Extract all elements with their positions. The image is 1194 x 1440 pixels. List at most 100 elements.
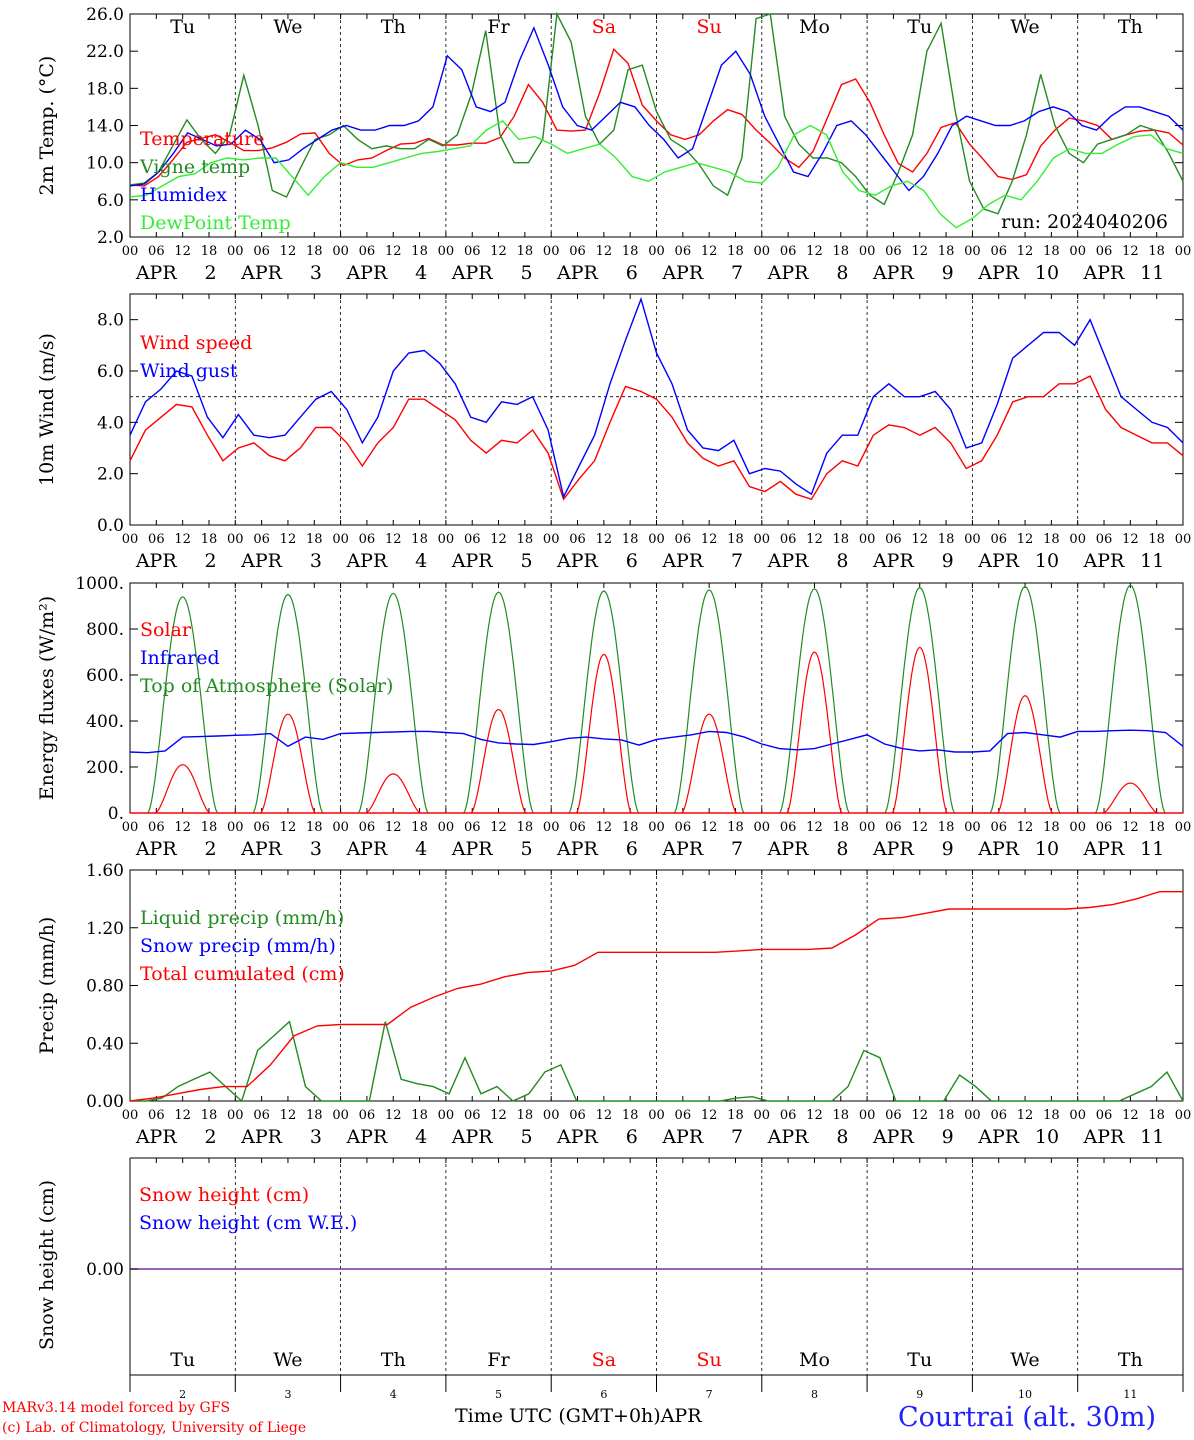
energy-y-tick-label: 600. <box>86 666 124 686</box>
temp-day-label: We <box>273 16 302 38</box>
energy-solar-curve <box>260 713 316 814</box>
x-axis-label-text: Time UTC (GMT+0h) <box>455 1405 661 1427</box>
temp-date-label: 11 <box>1140 262 1164 284</box>
energy-date-label: 6 <box>626 838 638 860</box>
energy-date-label: 2 <box>205 838 217 860</box>
copyright-credit: (c) Lab. of Climatology, University of L… <box>2 1420 307 1436</box>
snow-day-number: 6 <box>600 1388 607 1401</box>
precip-legend-entry: Liquid precip (mm/h) <box>140 907 344 929</box>
temp-date-label: 7 <box>731 262 743 284</box>
precip-date-label: 9 <box>942 1126 954 1148</box>
energy-hour-label: 06 <box>464 820 481 835</box>
temp-series-2 <box>129 26 1184 192</box>
energy-hour-label: 06 <box>569 820 586 835</box>
wind-series-1 <box>129 296 1184 499</box>
energy-month-label: APR <box>977 838 1020 860</box>
precip-hour-label: 12 <box>490 1108 507 1123</box>
temp-legend-entry: Humidex <box>140 184 227 206</box>
energy-hour-label: 00 <box>964 820 981 835</box>
temp-month-label: APR <box>135 262 178 284</box>
precip-hour-label: 06 <box>990 1108 1007 1123</box>
energy-date-label: 4 <box>415 838 427 860</box>
energy-solar-curve <box>997 695 1053 814</box>
temp-date-label: 8 <box>836 262 848 284</box>
precip-hour-label: 12 <box>1017 1108 1034 1123</box>
energy-solar-curve <box>575 653 632 814</box>
temp-hour-label: 00 <box>1175 244 1192 259</box>
snow-day-label: Fr <box>487 1349 510 1371</box>
energy-y-tick-label: 200. <box>86 758 124 778</box>
wind-hour-label: 06 <box>1096 532 1113 547</box>
wind-y-tick-label: 8.0 <box>97 311 124 331</box>
temp-hour-label: 18 <box>727 244 744 259</box>
precip-hour-label: 00 <box>964 1108 981 1123</box>
precip-hour-label: 00 <box>227 1108 244 1123</box>
energy-solar-curve <box>891 646 948 814</box>
energy-hour-label: 06 <box>675 820 692 835</box>
wind-legend-entry: Wind speed <box>140 332 252 354</box>
temp-hour-label: 18 <box>306 244 323 259</box>
temp-date-label: 4 <box>415 262 427 284</box>
precip-y-axis-label: Precip (mm/h) <box>36 917 58 1055</box>
wind-hour-label: 18 <box>727 532 744 547</box>
temp-hour-label: 00 <box>122 244 139 259</box>
energy-legend-entry: Top of Atmosphere (Solar) <box>140 675 393 697</box>
precip-y-tick-label: 0.80 <box>86 977 124 997</box>
snow-day-number: 11 <box>1123 1388 1137 1401</box>
temp-month-label: APR <box>451 262 494 284</box>
wind-hour-label: 00 <box>543 532 560 547</box>
temp-legend-entry: Temperature <box>140 128 264 150</box>
x-axis-label-month: APR <box>660 1405 702 1427</box>
precip-date-label: 11 <box>1140 1126 1164 1148</box>
temp-hour-label: 12 <box>1017 244 1034 259</box>
temp-hour-label: 12 <box>596 244 613 259</box>
temp-hour-label: 18 <box>411 244 428 259</box>
temp-hour-label: 12 <box>385 244 402 259</box>
energy-hour-label: 00 <box>332 820 349 835</box>
energy-date-label: 10 <box>1035 838 1059 860</box>
wind-hour-label: 12 <box>280 532 297 547</box>
temp-y-tick-label: 14.0 <box>86 117 124 137</box>
precip-hour-label: 18 <box>306 1108 323 1123</box>
temp-legend-entry: Vigne temp <box>139 156 250 178</box>
wind-date-label: 3 <box>310 550 322 572</box>
precip-month-label: APR <box>767 1126 810 1148</box>
snow-legend-entry: Snow height (cm W.E.) <box>139 1212 357 1234</box>
temp-hour-label: 00 <box>438 244 455 259</box>
temp-hour-label: 18 <box>833 244 850 259</box>
precip-hour-label: 00 <box>1175 1108 1192 1123</box>
wind-y-tick-label: 6.0 <box>97 362 124 382</box>
wind-month-label: APR <box>977 550 1020 572</box>
precip-hour-label: 00 <box>754 1108 771 1123</box>
energy-month-label: APR <box>1083 838 1126 860</box>
energy-toa-curve <box>989 585 1061 814</box>
wind-month-label: APR <box>345 550 388 572</box>
wind-hour-label: 00 <box>332 532 349 547</box>
temp-month-label: APR <box>345 262 388 284</box>
precip-date-label: 5 <box>520 1126 532 1148</box>
precip-hour-label: 18 <box>833 1108 850 1123</box>
precip-hour-label: 06 <box>569 1108 586 1123</box>
precip-hour-label: 00 <box>122 1108 139 1123</box>
temp-hour-label: 00 <box>754 244 771 259</box>
temp-hour-label: 18 <box>1148 244 1165 259</box>
wind-hour-label: 18 <box>411 532 428 547</box>
energy-hour-label: 06 <box>780 820 797 835</box>
precip-hour-label: 12 <box>174 1108 191 1123</box>
energy-date-label: 3 <box>310 838 322 860</box>
precip-series-0 <box>130 1020 1184 1103</box>
wind-hour-label: 12 <box>1017 532 1034 547</box>
snow-day-label: Th <box>381 1349 406 1371</box>
temp-hour-label: 00 <box>227 244 244 259</box>
temp-day-label: Fr <box>487 16 510 38</box>
temp-month-label: APR <box>977 262 1020 284</box>
energy-hour-label: 12 <box>385 820 402 835</box>
temp-hour-label: 00 <box>648 244 665 259</box>
wind-hour-label: 06 <box>780 532 797 547</box>
precip-y-tick-label: 0.40 <box>86 1034 124 1054</box>
wind-y-tick-label: 2.0 <box>97 465 124 485</box>
precip-hour-label: 06 <box>1096 1108 1113 1123</box>
temp-y-tick-label: 22.0 <box>86 42 124 62</box>
precip-month-label: APR <box>135 1126 178 1148</box>
wind-hour-label: 00 <box>754 532 771 547</box>
